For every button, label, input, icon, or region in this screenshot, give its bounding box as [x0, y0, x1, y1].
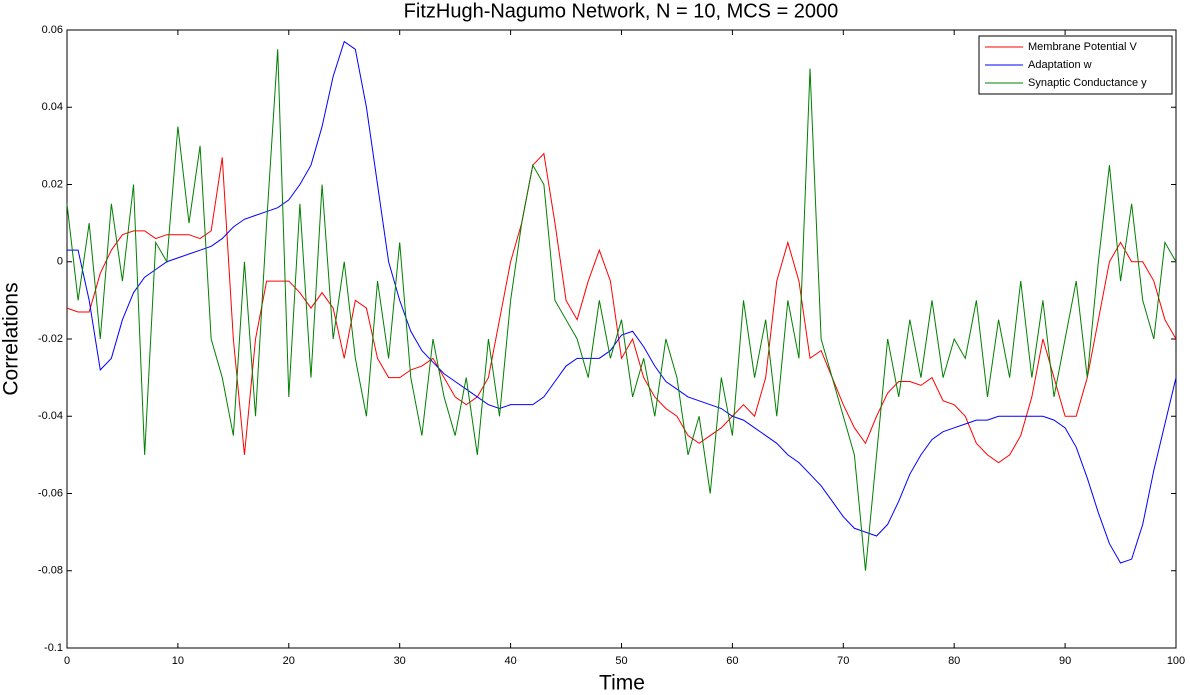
- series-line: [66, 49, 1177, 571]
- x-tick-label: 50: [615, 655, 627, 667]
- chart-title: FitzHugh-Nagumo Network, N = 10, MCS = 2…: [404, 0, 839, 22]
- legend-label: Adaptation w: [1028, 59, 1092, 71]
- x-tick-label: 60: [726, 655, 738, 667]
- series-line: [67, 40, 1177, 564]
- x-tick-label: 80: [948, 655, 960, 667]
- x-tick-label: 0: [64, 655, 70, 667]
- x-axis-label: Time: [599, 672, 645, 695]
- legend: Membrane Potential V Adaptation w Synaptic…: [978, 35, 1173, 95]
- x-tick-label: 30: [394, 655, 406, 667]
- y-tick-label: -0.02: [38, 333, 63, 345]
- y-tick-label: 0.04: [42, 101, 63, 113]
- x-tick-label: 20: [283, 655, 295, 667]
- y-tick-label: -0.06: [38, 487, 63, 499]
- y-tick-label: -0.1: [44, 642, 63, 654]
- plot-frame: [66, 29, 1177, 649]
- y-axis-label: Correlations: [0, 282, 23, 395]
- series-line: [66, 152, 1177, 464]
- x-tick-label: 100: [1167, 655, 1185, 667]
- x-tick-label: 90: [1059, 655, 1071, 667]
- x-tick-label: 10: [172, 655, 184, 667]
- y-tick-label: -0.08: [38, 565, 63, 577]
- x-tick-label: 40: [504, 655, 516, 667]
- y-tick-label: -0.04: [38, 410, 63, 422]
- y-tick-label: 0.06: [42, 24, 63, 36]
- y-tick-label: 0.02: [42, 178, 63, 190]
- x-tick-label: 70: [837, 655, 849, 667]
- y-tick-label: 0: [57, 256, 63, 268]
- legend-label: Synaptic Conductance y: [1028, 77, 1147, 89]
- legend-label: Membrane Potential V: [1028, 41, 1137, 53]
